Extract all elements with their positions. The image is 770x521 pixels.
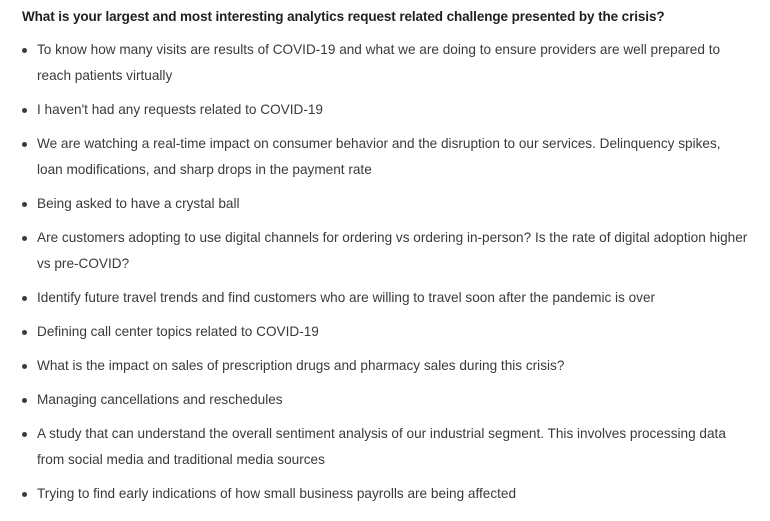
list-item: I haven't had any requests related to CO… — [22, 97, 750, 123]
list-item: We are watching a real-time impact on co… — [22, 131, 750, 183]
answer-text: A study that can understand the overall … — [37, 426, 726, 467]
bullet-icon — [22, 236, 27, 241]
answer-text: Are customers adopting to use digital ch… — [37, 230, 748, 271]
answer-text: Being asked to have a crystal ball — [37, 196, 240, 211]
answer-text: I haven't had any requests related to CO… — [37, 102, 323, 117]
list-item: Being asked to have a crystal ball — [22, 191, 750, 217]
answer-text: Defining call center topics related to C… — [37, 324, 319, 339]
list-item: Identify future travel trends and find c… — [22, 285, 750, 311]
article: What is your largest and most interestin… — [22, 9, 750, 507]
answer-text: We are watching a real-time impact on co… — [37, 136, 721, 177]
bullet-icon — [22, 330, 27, 335]
answer-text: Identify future travel trends and find c… — [37, 290, 656, 305]
bullet-icon — [22, 432, 27, 437]
list-item: Defining call center topics related to C… — [22, 319, 750, 345]
bullet-icon — [22, 492, 27, 497]
list-item: To know how many visits are results of C… — [22, 37, 750, 89]
answer-text: Trying to find early indications of how … — [37, 486, 517, 501]
list-item: Are customers adopting to use digital ch… — [22, 225, 750, 277]
list-item: Managing cancellations and reschedules — [22, 387, 750, 413]
bullet-icon — [22, 48, 27, 53]
bullet-icon — [22, 108, 27, 113]
bullet-icon — [22, 364, 27, 369]
bullet-icon — [22, 398, 27, 403]
answer-text: Managing cancellations and reschedules — [37, 392, 283, 407]
answer-list: To know how many visits are results of C… — [22, 37, 750, 507]
question-heading: What is your largest and most interestin… — [22, 9, 665, 24]
bullet-icon — [22, 296, 27, 301]
answer-text: What is the impact on sales of prescript… — [37, 358, 565, 373]
answer-text: To know how many visits are results of C… — [37, 42, 721, 83]
list-item: Trying to find early indications of how … — [22, 481, 750, 507]
list-item: What is the impact on sales of prescript… — [22, 353, 750, 379]
bullet-icon — [22, 142, 27, 147]
list-item: A study that can understand the overall … — [22, 421, 750, 473]
bullet-icon — [22, 202, 27, 207]
